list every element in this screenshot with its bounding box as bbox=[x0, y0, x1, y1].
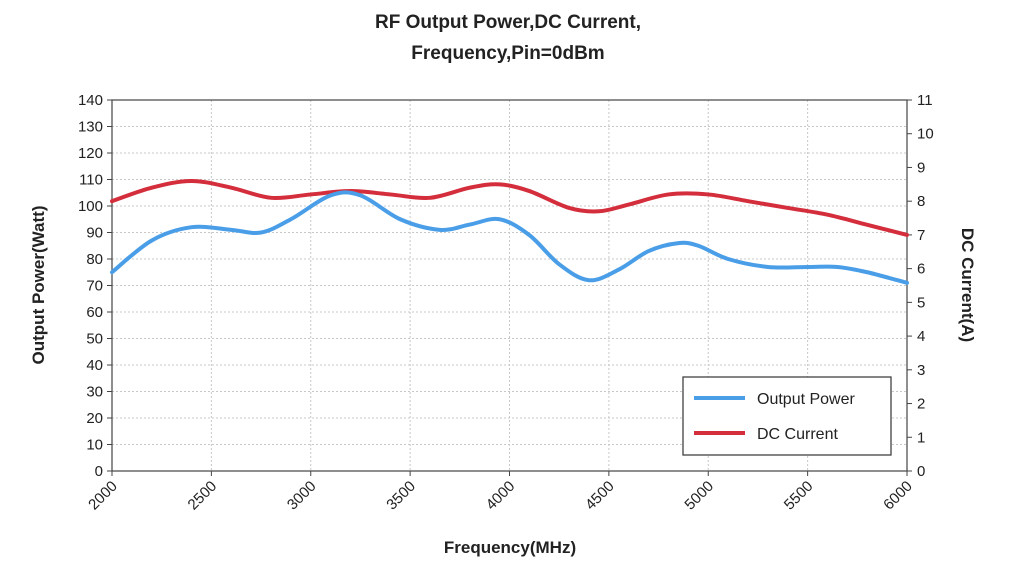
chart-title: RF Output Power,DC Current, Frequency,Pi… bbox=[375, 12, 641, 64]
y-right-tick-label: 10 bbox=[917, 126, 934, 143]
y-right-tick-label: 1 bbox=[917, 429, 925, 446]
x-tick-label: 5500 bbox=[781, 478, 817, 514]
y-right-tick-label: 9 bbox=[917, 159, 925, 176]
x-tick-label: 4500 bbox=[582, 478, 618, 514]
plot-area bbox=[110, 178, 909, 285]
y-left-tick-label: 10 bbox=[86, 437, 103, 454]
y-left-tick-label: 60 bbox=[86, 304, 103, 321]
y-left-tick-label: 30 bbox=[86, 384, 103, 401]
y-left-tick-label: 90 bbox=[86, 225, 103, 242]
legend: Output Power DC Current bbox=[682, 376, 892, 456]
y-left-tick-label: 100 bbox=[78, 198, 103, 215]
y-left-tick-label: 70 bbox=[86, 278, 103, 295]
y-left-tick-label: 40 bbox=[86, 357, 103, 374]
y-right-tick-label: 6 bbox=[917, 261, 925, 278]
y-left-tick-label: 80 bbox=[86, 251, 103, 268]
y-right-tick-label: 11 bbox=[917, 92, 933, 109]
x-tick-label: 2500 bbox=[185, 478, 221, 514]
x-tick-label: 3500 bbox=[383, 478, 419, 514]
y-left-tick-label: 0 bbox=[95, 463, 103, 480]
y-left-tick-label: 50 bbox=[86, 331, 103, 348]
title-line-1: RF Output Power,DC Current, bbox=[375, 12, 641, 33]
y-left-tick-label: 120 bbox=[78, 145, 103, 162]
y-right-tick-label: 3 bbox=[917, 362, 925, 379]
y-left-tick-label: 20 bbox=[86, 410, 103, 427]
x-tick-label: 3000 bbox=[284, 478, 320, 514]
x-tick-label: 2000 bbox=[85, 478, 121, 514]
y-left-tick-label: 110 bbox=[79, 172, 103, 189]
y-right-tick-label: 0 bbox=[917, 463, 925, 480]
y-right-tick-label: 7 bbox=[917, 227, 925, 244]
y-left-tick-label: 140 bbox=[78, 92, 103, 109]
y-right-tick-label: 5 bbox=[917, 294, 925, 311]
title-line-2: Frequency,Pin=0dBm bbox=[411, 43, 604, 64]
legend-label-dc-current: DC Current bbox=[757, 426, 838, 443]
y-right-tick-label: 8 bbox=[917, 193, 925, 210]
legend-box bbox=[682, 376, 892, 456]
y-left-axis-title: Output Power(Watt) bbox=[29, 206, 48, 365]
y-right-tick-label: 4 bbox=[917, 328, 925, 345]
x-tick-label: 4000 bbox=[483, 478, 519, 514]
dc-current-line bbox=[110, 178, 909, 237]
x-tick-label: 5000 bbox=[681, 478, 717, 514]
legend-label-output-power: Output Power bbox=[757, 391, 856, 408]
y-right-axis-title: DC Current(A) bbox=[958, 228, 977, 342]
y-left-tick-label: 130 bbox=[78, 119, 103, 136]
output-power-line bbox=[110, 190, 909, 285]
x-tick-label: 6000 bbox=[880, 478, 916, 514]
x-axis-title: Frequency(MHz) bbox=[444, 538, 576, 557]
y-right-tick-label: 2 bbox=[917, 396, 925, 413]
axes bbox=[107, 99, 912, 476]
